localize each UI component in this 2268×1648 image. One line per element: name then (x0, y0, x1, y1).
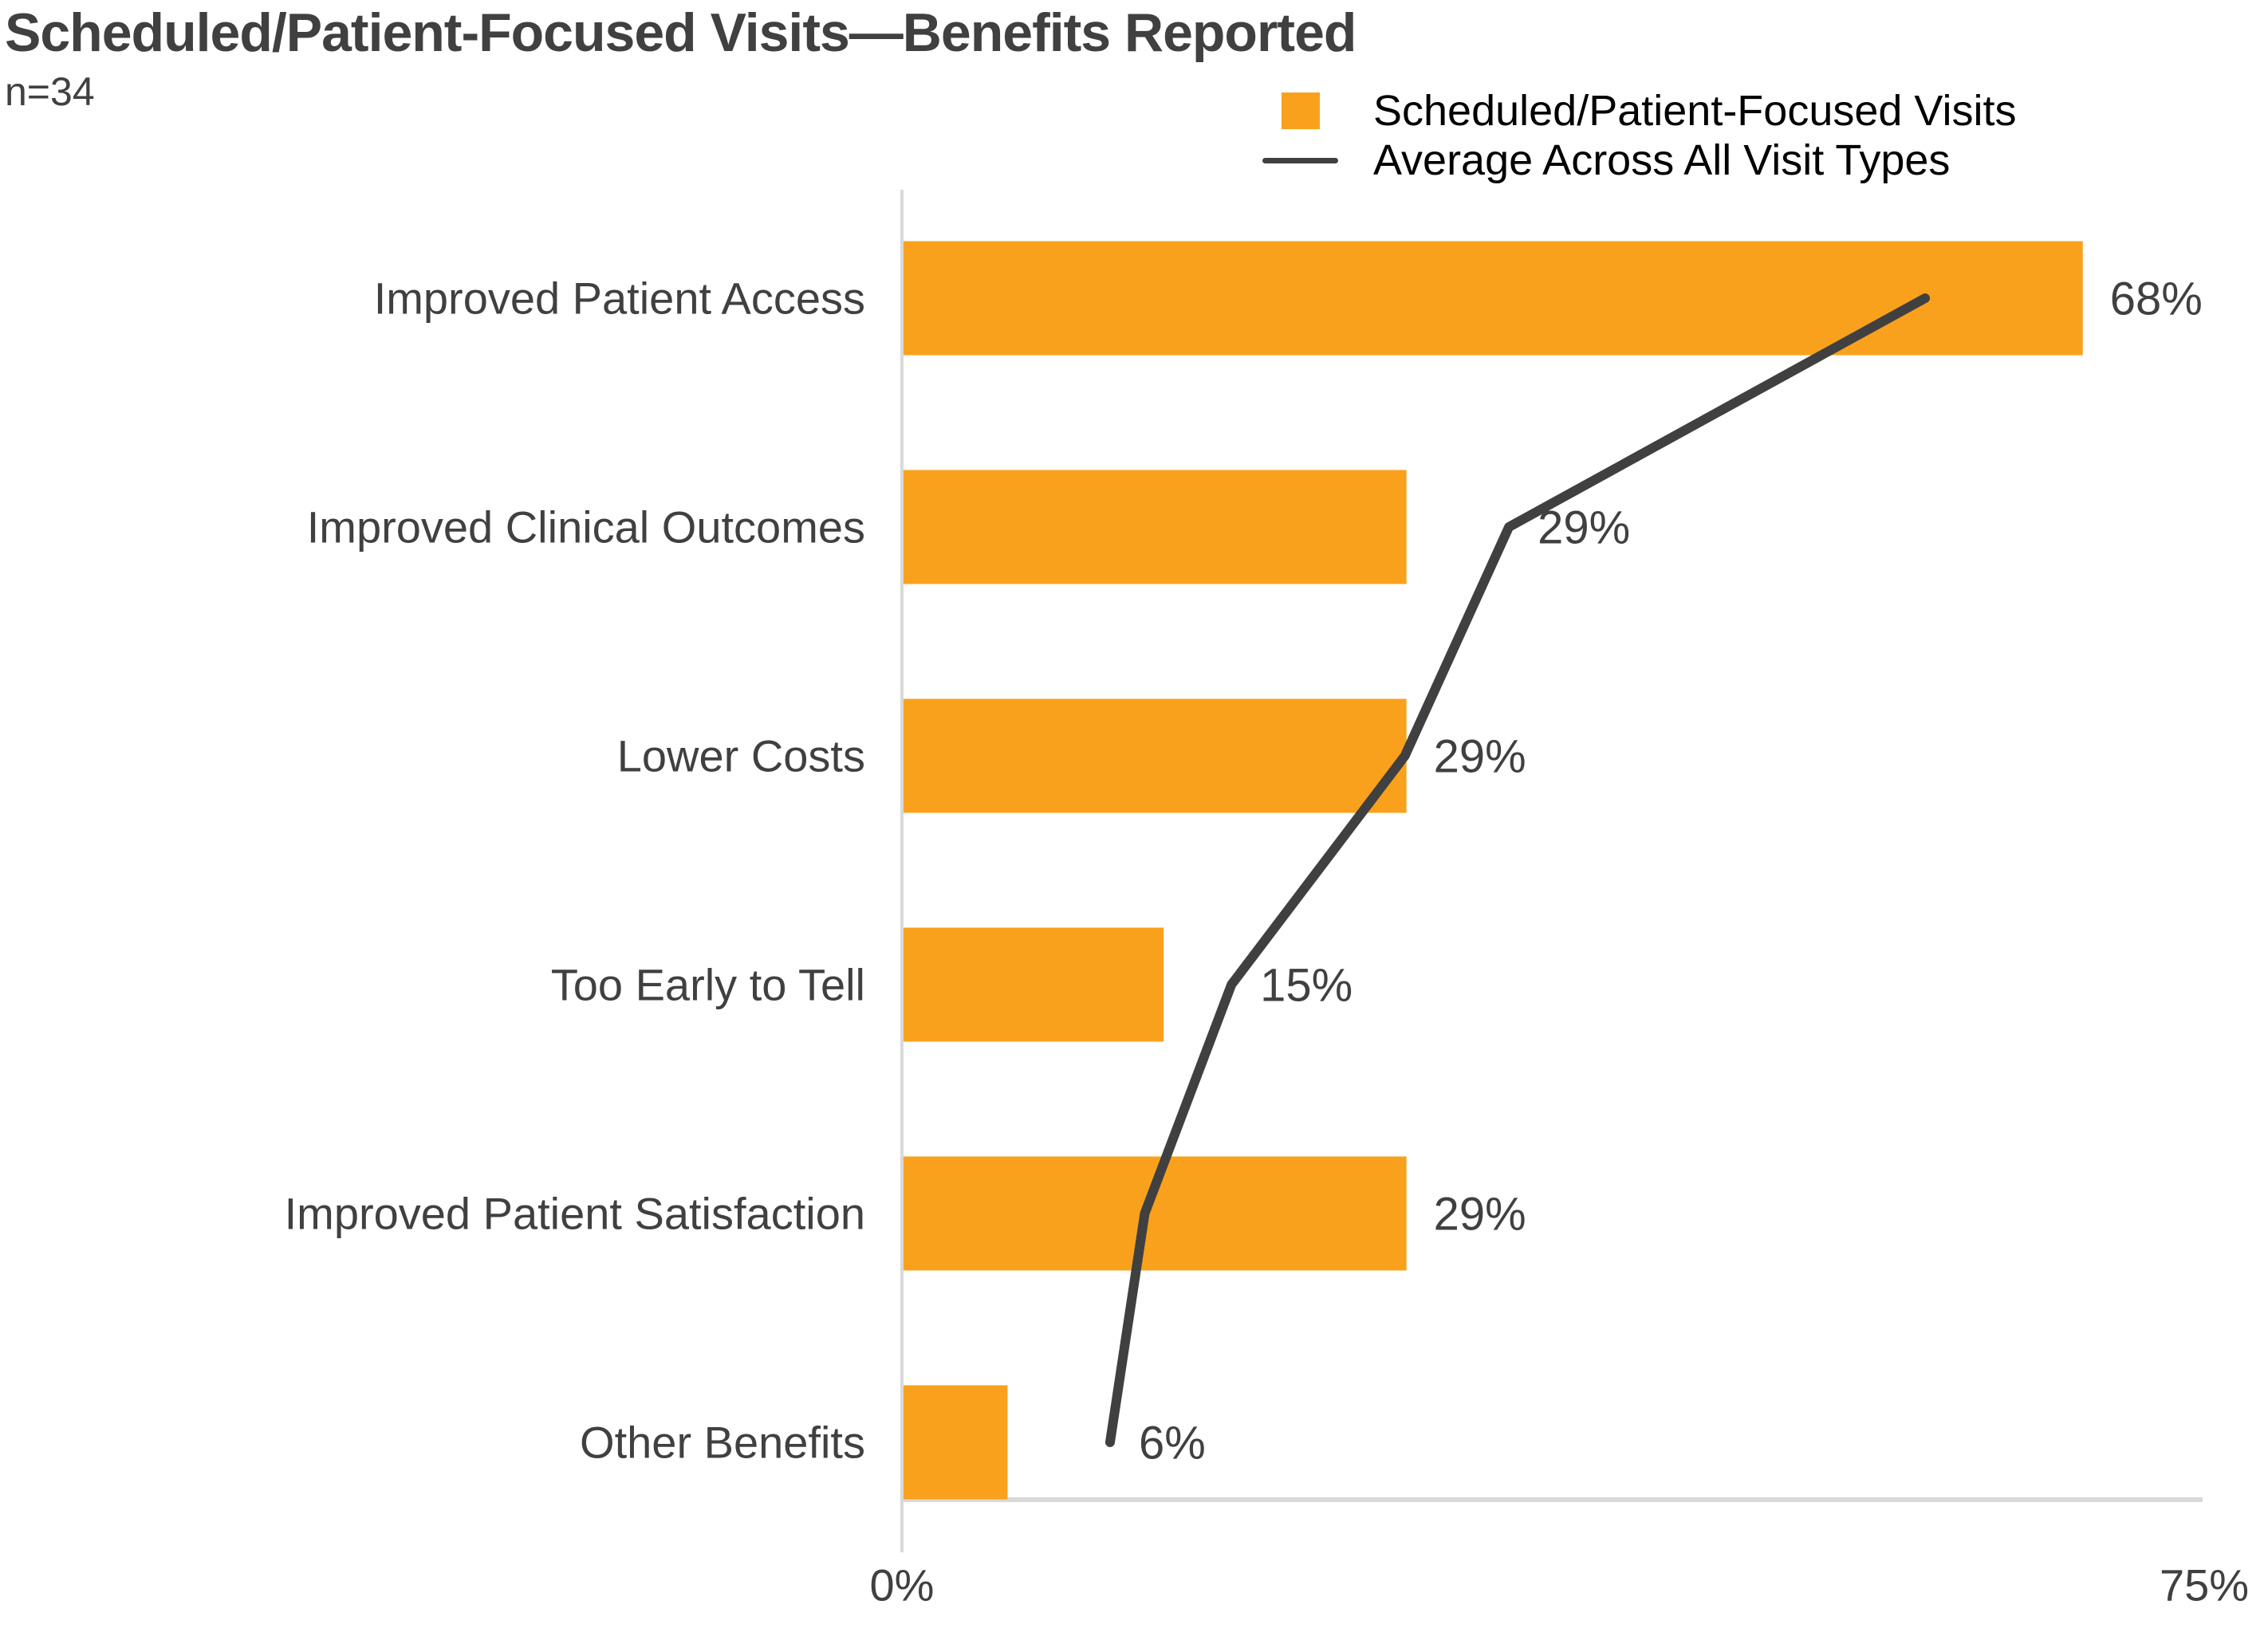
value-label-improved-clinical-outcomes: 29% (1538, 501, 1630, 553)
x-tick-label-min: 0% (870, 1560, 935, 1611)
legend-swatch-cell (1262, 157, 1373, 163)
bar-other-benefits (904, 1385, 1008, 1500)
legend-label-line: Average Across All Visit Types (1373, 136, 1951, 184)
value-label-improved-patient-access: 68% (2110, 273, 2203, 324)
legend: Scheduled/Patient-Focused Visits Average… (1262, 86, 2016, 185)
average-line (1104, 293, 1931, 1447)
chart-title: Scheduled/Patient-Focused Visits—Benefit… (5, 2, 1356, 63)
category-label-lower-costs: Lower Costs (617, 731, 865, 781)
category-label-other-benefits: Other Benefits (580, 1418, 865, 1468)
legend-item-line: Average Across All Visit Types (1262, 136, 2016, 185)
value-label-lower-costs: 29% (1434, 730, 1526, 782)
bar-improved-patient-access (904, 241, 2083, 356)
sample-size-label: n=34 (5, 69, 95, 114)
category-label-improved-clinical-outcomes: Improved Clinical Outcomes (307, 502, 865, 553)
legend-line-swatch-icon (1262, 157, 1338, 163)
value-label-other-benefits: 6% (1139, 1417, 1206, 1469)
bar-lower-costs (904, 698, 1407, 813)
legend-bar-swatch-icon (1282, 92, 1320, 129)
category-label-improved-patient-satisfaction: Improved Patient Satisfaction (285, 1189, 865, 1239)
category-label-improved-patient-access: Improved Patient Access (374, 273, 865, 324)
value-label-too-early-to-tell: 15% (1260, 959, 1353, 1011)
bar-improved-clinical-outcomes (904, 470, 1407, 584)
bar-too-early-to-tell (904, 927, 1164, 1042)
category-label-too-early-to-tell: Too Early to Tell (551, 960, 865, 1010)
x-tick-label-max: 75% (2160, 1560, 2249, 1611)
legend-item-bars: Scheduled/Patient-Focused Visits (1262, 86, 2016, 136)
legend-label-bars: Scheduled/Patient-Focused Visits (1373, 87, 2017, 135)
legend-swatch-cell (1262, 92, 1373, 129)
value-label-improved-patient-satisfaction: 29% (1434, 1188, 1526, 1240)
